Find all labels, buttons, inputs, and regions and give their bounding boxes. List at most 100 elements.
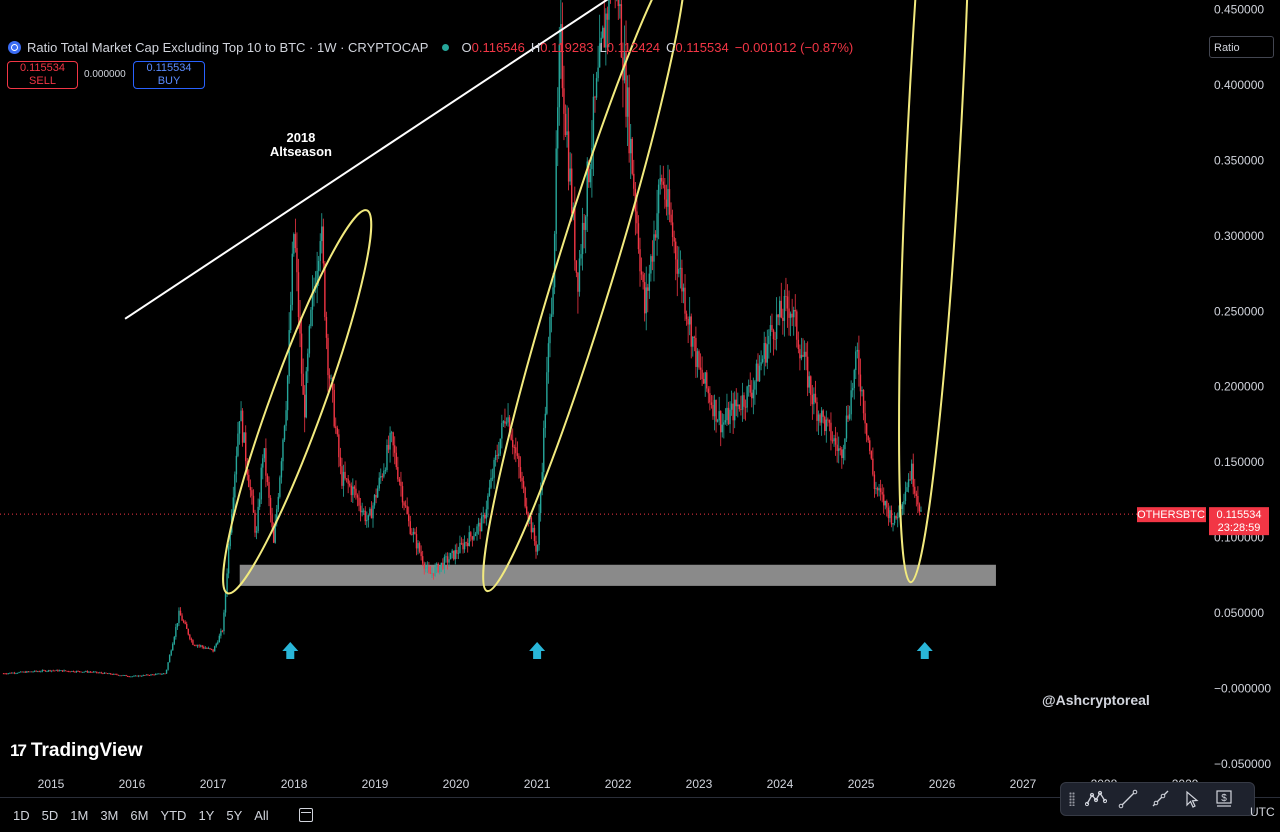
candle-body [442,562,444,569]
candle-body [588,161,590,183]
candle-body [861,390,863,392]
candle-body [710,402,713,406]
drag-handle-icon[interactable] [1069,792,1075,806]
timeframe-1y[interactable]: 1Y [198,807,215,823]
candle-body [845,415,848,439]
up-arrow-icon [529,642,546,659]
candle-body [418,543,421,552]
x-tick-label: 2022 [605,777,632,791]
candle-body [173,636,176,644]
candle-body [811,394,814,405]
candle-body [432,573,435,576]
candle-body [904,491,907,501]
timeframe-ytd[interactable]: YTD [160,807,187,823]
brand-name: TradingView [30,740,143,761]
candle-body [203,646,205,649]
ray-tool-icon[interactable] [1149,788,1171,810]
candle-body [359,505,362,513]
candle-body [851,388,854,391]
candle-body [184,622,186,624]
candle-body [321,226,323,242]
candle-body [213,646,216,652]
x-tick-label: 2021 [524,777,551,791]
candle-body [347,478,349,484]
candle-body [586,161,588,217]
candle-body [684,287,686,314]
cursor-icon[interactable] [1181,788,1203,810]
candle-body [557,107,559,149]
tradingview-logo: 17 TradingView [10,740,143,762]
candle-body [864,413,866,424]
candle-body [234,474,236,498]
drawing-tools-icon[interactable] [1085,788,1107,810]
candle-body [687,318,689,325]
up-arrow-icon [916,642,933,659]
candle-body [657,184,660,214]
symbol-title[interactable]: Ratio Total Market Cap Excluding Top 10 … [27,39,429,55]
candle-body [675,241,677,260]
timeframe-6m[interactable]: 6M [130,807,149,823]
candle-body [690,316,692,347]
candle-body [474,533,477,537]
candle-body [547,343,550,373]
candle-body [487,495,489,510]
timeframe-3m[interactable]: 3M [100,807,119,823]
candle-body [664,184,666,200]
candle-body [333,389,335,427]
candle-body [380,476,382,478]
candle-body [502,421,505,424]
dollar-icon[interactable]: $ [1213,788,1235,810]
candle-body [325,316,328,338]
candle-body [822,410,824,417]
candle-body [518,455,520,468]
candle-body [68,671,70,672]
candle-body [473,536,475,540]
candle-body [578,258,581,292]
candle-body [692,336,694,347]
calendar-icon[interactable] [298,808,313,822]
candle-body [102,673,104,674]
candle-body [154,673,157,675]
candle-body [198,645,200,647]
timeframe-1d[interactable]: 1D [13,807,30,823]
timezone-label[interactable]: UTC [1250,805,1275,819]
candle-body [606,13,609,20]
candle-body [415,534,418,549]
timeframe-5y[interactable]: 5Y [226,807,243,823]
timeframe-1m[interactable]: 1M [70,807,89,823]
highlight-ellipse-2 [482,0,687,593]
sell-button[interactable]: 0.115534 SELL [7,61,78,89]
candle-body [549,316,551,344]
timeframe-bar: 1D 5D 1M 3M 6M YTD 1Y 5Y All [0,797,1280,832]
candle-body [859,374,862,392]
candle-body [480,516,483,532]
candle-body [858,349,860,375]
candle-body [274,522,276,543]
highlight-ellipse-1 [222,209,373,595]
candle-body [361,510,363,513]
timeframe-5d[interactable]: 5D [41,807,59,823]
candle-body [597,67,599,79]
candle-body [510,434,512,440]
line-tool-icon[interactable] [1117,788,1139,810]
tradingview-mark-icon: 17 [10,741,27,760]
candle-body [103,672,106,674]
price-change: −0.001012 (−0.87%) [734,39,854,55]
candle-body [120,675,123,677]
scale-mode-select[interactable]: Ratio [1209,36,1274,58]
candle-body [603,27,606,48]
candle-body [165,669,168,674]
candle-body [94,671,96,673]
candle-body [847,415,849,419]
candle-body [525,506,528,514]
buy-button[interactable]: 0.115534 BUY [133,61,205,89]
candle-body [319,241,321,261]
candle-body [305,371,307,418]
candle-body [352,486,354,496]
candle-body [844,438,846,450]
candle-body [758,365,761,382]
candle-body [220,630,222,636]
candle-body [617,0,619,7]
timeframe-all[interactable]: All [254,807,269,823]
